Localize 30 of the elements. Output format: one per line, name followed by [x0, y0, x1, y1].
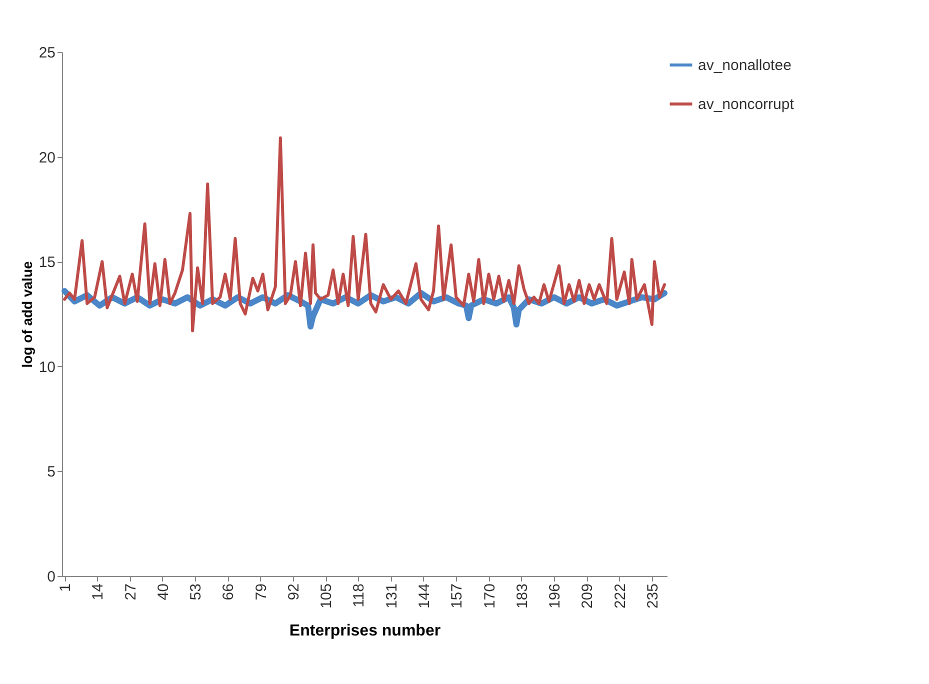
y-tick-label: 0: [47, 568, 56, 586]
y-tick-label: 10: [38, 358, 56, 376]
x-tick-label: 235: [644, 584, 662, 609]
x-tick-label: 66: [220, 584, 238, 600]
x-tick-label: 183: [514, 584, 531, 609]
y-tick-label: 20: [38, 149, 56, 166]
legend-label: av_nonallotee: [698, 57, 792, 74]
x-tick-label: 40: [154, 584, 172, 600]
x-tick-label: 79: [252, 584, 270, 600]
x-tick-label: 105: [318, 584, 336, 609]
x-tick-label: 14: [90, 584, 107, 600]
y-axis-title: log of add value: [18, 261, 35, 368]
x-tick-label: 209: [579, 584, 596, 609]
line-series: [63, 136, 666, 332]
x-tick-label: 27: [122, 584, 140, 600]
x-axis-title: Enterprises number: [289, 622, 441, 640]
x-tick-label: 144: [416, 584, 433, 609]
x-tick-label: 118: [350, 584, 368, 608]
x-tick-label: 1: [57, 584, 74, 592]
x-tick-label: 53: [188, 584, 205, 600]
x-tick-label: 170: [481, 584, 498, 609]
x-tick-label: 222: [612, 584, 629, 609]
legend-label: av_noncorrupt: [698, 96, 795, 113]
x-tick-label: 92: [285, 584, 302, 600]
x-tick-label: 131: [383, 584, 400, 609]
x-tick-label: 196: [546, 584, 564, 609]
y-tick-label: 5: [47, 464, 56, 481]
y-tick-label: 25: [38, 44, 56, 62]
y-tick-label: 15: [38, 254, 56, 272]
x-tick-label: 157: [448, 584, 466, 609]
